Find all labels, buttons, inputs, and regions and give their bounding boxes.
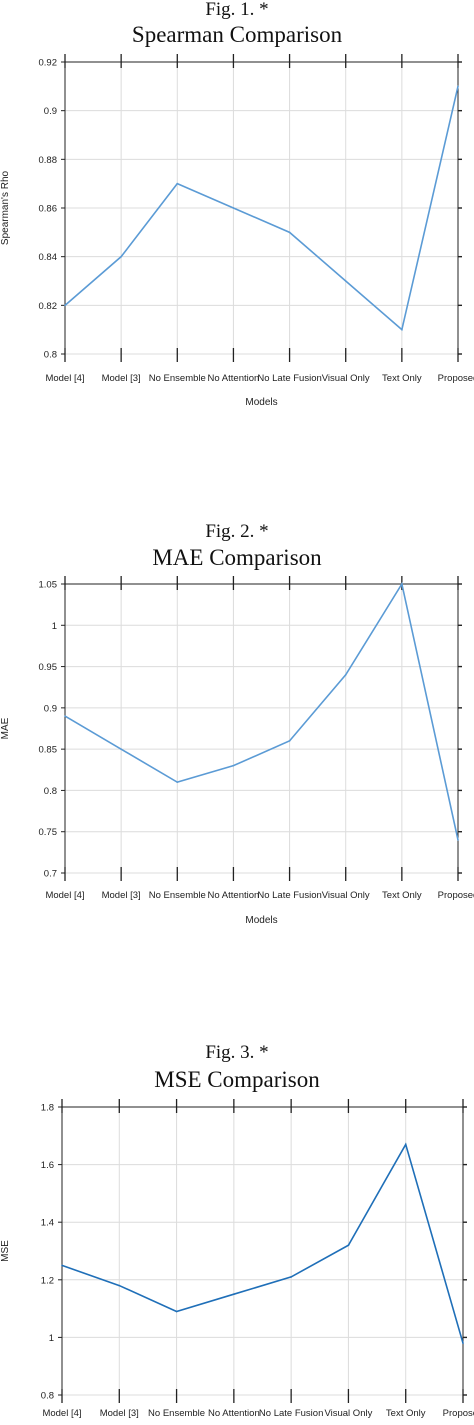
x-tick-label: No Ensemble (148, 1408, 205, 1419)
x-tick-label: Proposed (438, 373, 474, 384)
x-tick-label: Model [3] (102, 373, 141, 384)
figure-label: Fig. 1. * (205, 0, 269, 20)
y-tick-label: 0.7 (44, 869, 57, 880)
y-tick-label: 0.9 (44, 703, 57, 714)
x-tick-label: Visual Only (324, 1408, 372, 1419)
data-point (176, 781, 179, 783)
data-point (120, 255, 122, 258)
data-point (64, 715, 66, 717)
x-tick-label: No Attention (208, 890, 260, 901)
x-tick-label: Visual Only (322, 373, 370, 384)
data-point (120, 748, 122, 750)
data-point (457, 85, 459, 88)
x-tick-label: Proposed (438, 890, 474, 901)
x-tick-label: Text Only (382, 373, 422, 384)
y-axis-label: Spearman's Rho (0, 170, 11, 245)
data-point (232, 207, 235, 209)
x-tick-label: No Ensemble (149, 373, 206, 384)
y-tick-label: 0.8 (44, 350, 57, 361)
x-tick-label: Model [4] (45, 373, 84, 384)
y-tick-label: 1 (52, 621, 57, 632)
data-point (457, 839, 459, 841)
data-point (64, 304, 66, 307)
data-point (176, 182, 179, 185)
x-tick-label: Proposed (443, 1408, 474, 1419)
mae-line-chart: 0.7 0.75 0.8 0.85 0.9 0.95 1 1.05 Model [4] Model… (0, 576, 474, 926)
figure-label: Fig. 2. * (205, 521, 269, 542)
y-tick-label: 0.84 (39, 252, 58, 263)
y-tick-label: 0.92 (39, 58, 58, 69)
x-axis-label: Models (245, 397, 277, 408)
x-tick-label: Model [3] (100, 1408, 139, 1419)
x-tick-label: Model [3] (102, 890, 141, 901)
series-line (64, 86, 459, 332)
y-tick-label: 0.95 (39, 662, 58, 673)
x-tick-label: Text Only (382, 890, 422, 901)
y-tick-label: 0.85 (39, 745, 58, 756)
y-tick-label: 1 (49, 1333, 54, 1344)
y-tick-label: 0.9 (44, 106, 57, 117)
y-tick-label: 0.88 (39, 155, 58, 166)
x-tick-label: Text Only (386, 1408, 426, 1419)
data-point (344, 280, 347, 282)
y-tick-label: 1.2 (41, 1275, 54, 1286)
data-point (61, 1264, 63, 1267)
series-line (64, 581, 459, 841)
y-tick-label: 0.8 (41, 1391, 54, 1402)
data-point (288, 740, 291, 742)
data-point (401, 328, 403, 331)
data-point (288, 231, 291, 234)
y-axis-label: MSE (0, 1240, 11, 1262)
data-point (401, 583, 403, 585)
y-tick-label: 1.8 (41, 1103, 54, 1114)
y-tick-label: 0.75 (39, 827, 58, 838)
data-point (175, 1310, 178, 1313)
y-tick-label: 1.05 (39, 580, 58, 591)
x-tick-label: No Late Fusion (259, 1408, 323, 1419)
data-point (290, 1276, 292, 1278)
x-tick-label: No Late Fusion (257, 373, 321, 384)
y-tick-label: 1.6 (41, 1160, 54, 1171)
y-tick-label: 0.8 (44, 786, 57, 797)
data-point (233, 1293, 235, 1295)
x-tick-label: No Late Fusion (257, 890, 321, 901)
data-point (462, 1342, 464, 1344)
chart-title: MSE Comparison (154, 1067, 320, 1092)
data-point (232, 764, 235, 767)
x-tick-label: No Attention (208, 373, 260, 384)
y-tick-label: 0.86 (39, 204, 58, 215)
chart-title: Spearman Comparison (131, 22, 343, 47)
figure-label: Fig. 3. * (205, 1042, 269, 1063)
data-point (347, 1244, 350, 1247)
x-tick-label: Model [4] (42, 1408, 81, 1419)
y-tick-label: 1.4 (41, 1218, 54, 1229)
series-line (61, 1142, 464, 1344)
spearman-line-chart: 0.8 0.82 0.84 0.86 0.88 0.9 0.92 Model [4] Model… (0, 54, 474, 408)
y-tick-label: 0.82 (39, 301, 58, 312)
x-tick-label: No Attention (208, 1408, 260, 1419)
y-axis-label: MAE (0, 717, 11, 739)
chart-title: MAE Comparison (152, 545, 322, 570)
data-point (404, 1143, 407, 1146)
data-point (344, 674, 347, 676)
x-tick-label: Visual Only (322, 890, 370, 901)
x-tick-label: No Ensemble (149, 890, 206, 901)
x-axis-label: Models (245, 915, 277, 926)
data-point (118, 1284, 121, 1287)
x-tick-label: Model [4] (45, 890, 84, 901)
